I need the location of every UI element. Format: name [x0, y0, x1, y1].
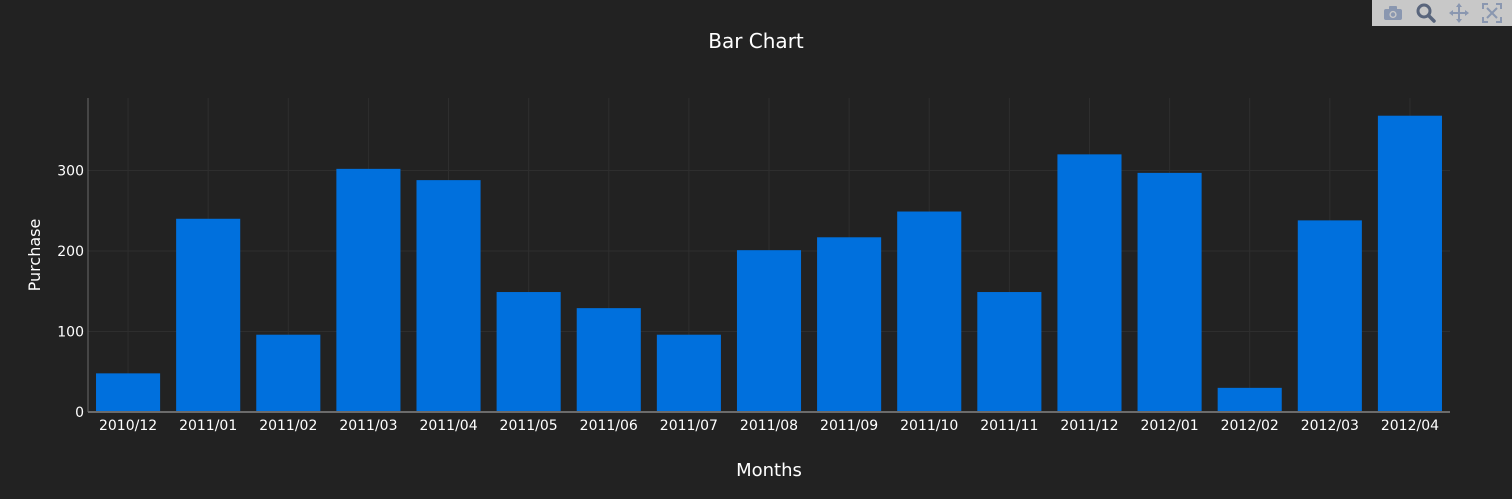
x-tick-label: 2011/08 [740, 418, 798, 434]
x-tick-label: 2011/12 [1060, 418, 1118, 434]
x-tick-label: 2011/09 [820, 418, 878, 434]
bar[interactable] [736, 250, 802, 412]
x-tick-label: 2011/05 [500, 418, 558, 434]
y-tick-label: 300 [57, 163, 84, 179]
bar[interactable] [977, 292, 1042, 412]
y-tick-label: 100 [57, 324, 84, 340]
modebar [1372, 0, 1512, 26]
x-tick-label: 2011/06 [580, 418, 638, 434]
y-tick-labels: 0 100 200 300 [57, 163, 84, 421]
x-axis-title: Months [736, 460, 802, 481]
x-tick-label: 2011/03 [339, 418, 397, 434]
bar[interactable] [1137, 172, 1202, 412]
chart-title: Bar Chart [708, 29, 804, 53]
autoscale-icon [1481, 3, 1502, 23]
y-tick-label: 0 [75, 405, 84, 421]
camera-button[interactable] [1381, 2, 1405, 24]
pan-icon [1448, 3, 1469, 23]
x-tick-label: 2012/01 [1141, 418, 1199, 434]
bar[interactable] [176, 218, 241, 412]
x-tick-label: 2011/04 [419, 418, 477, 434]
x-tick-label: 2012/02 [1221, 418, 1279, 434]
bar[interactable] [256, 334, 321, 412]
bar[interactable] [817, 237, 882, 412]
bar[interactable] [496, 292, 561, 412]
x-tick-labels: 2010/12 2011/01 2011/02 2011/03 2011/04 2011/… [99, 418, 1439, 434]
y-axis-title: Purchase [25, 219, 44, 292]
bar[interactable] [96, 373, 161, 412]
bar[interactable] [416, 180, 481, 412]
camera-icon [1383, 6, 1402, 20]
x-tick-label: 2011/01 [179, 418, 237, 434]
zoom-icon [1416, 3, 1436, 23]
bar[interactable] [656, 334, 721, 412]
bar[interactable] [336, 168, 401, 412]
bars [96, 115, 1442, 412]
bar[interactable] [1377, 115, 1442, 412]
x-tick-label: 2011/02 [259, 418, 317, 434]
autoscale-button[interactable] [1480, 2, 1504, 24]
y-tick-label: 200 [57, 244, 84, 260]
zoom-button[interactable] [1414, 2, 1438, 24]
x-tick-label: 2011/10 [900, 418, 958, 434]
bar[interactable] [1057, 154, 1122, 412]
x-tick-label: 2011/11 [980, 418, 1038, 434]
bar[interactable] [576, 308, 641, 412]
bar[interactable] [1297, 220, 1362, 412]
x-tick-label: 2012/03 [1301, 418, 1359, 434]
x-tick-label: 2010/12 [99, 418, 157, 434]
pan-button[interactable] [1447, 2, 1471, 24]
bar[interactable] [1217, 387, 1282, 412]
x-tick-label: 2011/07 [660, 418, 718, 434]
bar[interactable] [897, 211, 962, 412]
x-tick-label: 2012/04 [1381, 418, 1439, 434]
